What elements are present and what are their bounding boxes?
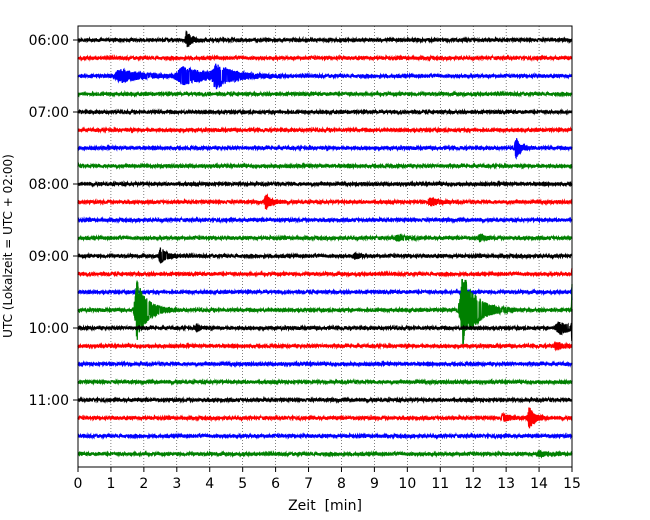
trace-2 (77, 63, 573, 90)
x-tick-label-2: 2 (139, 476, 148, 492)
y-tick-label-06:00: 06:00 (29, 33, 69, 49)
trace-6 (77, 138, 573, 160)
trace-22 (77, 431, 573, 441)
trace-23 (77, 449, 573, 459)
x-tick-label-6: 6 (271, 476, 280, 492)
x-axis-label: Zeit [min] (288, 498, 362, 514)
y-tick-label-11:00: 11:00 (29, 393, 69, 409)
trace-7 (77, 162, 573, 170)
trace-20 (77, 396, 573, 405)
y-tick-label-08:00: 08:00 (29, 177, 69, 193)
y-axis: 06:00 07:00 08:00 09:00 10:00 11:00 (29, 33, 78, 409)
trace-11 (77, 233, 573, 243)
trace-21 (77, 407, 573, 429)
trace-19 (77, 378, 573, 386)
seismogram-traces (77, 30, 573, 459)
x-tick-label-10: 10 (398, 476, 416, 492)
x-tick-label-4: 4 (205, 476, 214, 492)
trace-3 (77, 89, 573, 98)
x-tick-label-11: 11 (431, 476, 449, 492)
x-tick-label-15: 15 (563, 476, 581, 492)
y-axis-label: UTC (Lokalzeit = UTC + 02:00) (1, 154, 15, 338)
x-tick-label-14: 14 (530, 476, 548, 492)
trace-16 (77, 308, 573, 342)
y-tick-label-07:00: 07:00 (29, 105, 69, 121)
trace-4 (77, 107, 573, 116)
trace-13 (77, 268, 573, 279)
trace-8 (77, 180, 573, 189)
x-tick-label-5: 5 (238, 476, 247, 492)
trace-9 (77, 193, 573, 210)
trace-18 (77, 360, 573, 368)
trace-14 (77, 287, 573, 301)
x-tick-label-7: 7 (304, 476, 313, 492)
x-tick-label-9: 9 (370, 476, 379, 492)
trace-15 (77, 278, 573, 347)
y-tick-label-09:00: 09:00 (29, 249, 69, 265)
trace-5 (77, 126, 573, 135)
x-tick-label-1: 1 (106, 476, 115, 492)
x-tick-label-12: 12 (464, 476, 482, 492)
x-tick-label-13: 13 (497, 476, 515, 492)
plot-frame (77, 25, 573, 468)
trace-1 (77, 53, 573, 63)
y-tick-label-10:00: 10:00 (29, 321, 69, 337)
trace-10 (77, 215, 573, 225)
x-axis: 0 1 2 3 4 5 6 7 8 9 10 11 12 13 14 15 (74, 467, 581, 492)
trace-17 (77, 341, 573, 352)
x-tick-label-0: 0 (74, 476, 83, 492)
trace-12 (77, 247, 573, 264)
trace-0 (77, 30, 573, 48)
x-tick-label-3: 3 (172, 476, 181, 492)
x-tick-label-8: 8 (337, 476, 346, 492)
